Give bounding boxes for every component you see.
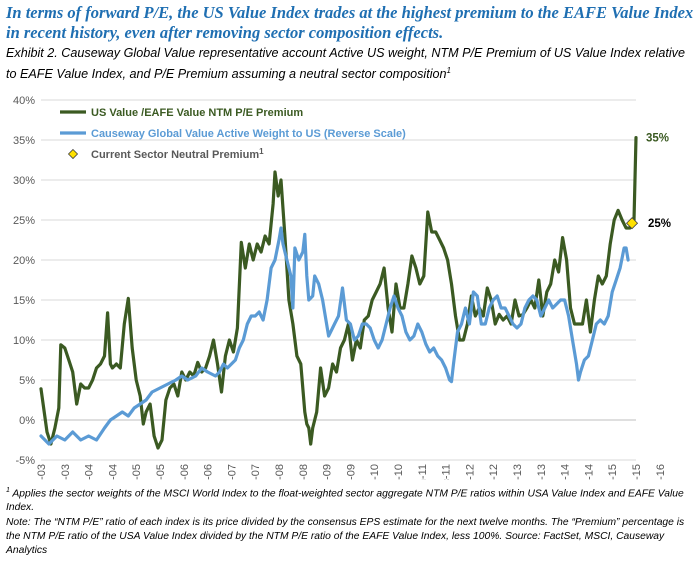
x-tick-label: Dec-12 (488, 464, 500, 480)
x-tick-label: Dec-09 (345, 464, 357, 480)
x-tick-label: Jun-15 (607, 464, 619, 480)
y-tick-label: 0% (19, 415, 35, 427)
x-tick-label: Dec-08 (298, 464, 310, 480)
legend-swatch-neutral-premium (67, 148, 79, 160)
x-tick-label: Dec-05 (155, 464, 167, 480)
x-tick-label: Jun-12 (464, 464, 476, 480)
x-tick-label: Jun-13 (512, 464, 524, 480)
premium-end-label: 35% (646, 133, 669, 145)
legend-superscript: 1 (259, 147, 264, 156)
y-tick-label: 25% (13, 215, 35, 227)
x-tick-label: Dec-04 (107, 464, 119, 480)
neutral-premium-marker (625, 217, 639, 230)
y-tick-label: 30% (13, 175, 35, 187)
x-tick-label: Jun-11 (417, 464, 429, 480)
x-tick-label: Jun-03 (36, 464, 48, 480)
neutral-premium-end-label: 25% (648, 218, 671, 230)
x-tick-label: Jun-10 (369, 464, 381, 480)
footnote-note: Note: The “NTM P/E” ratio of each index … (6, 517, 685, 557)
x-tick-label: Jun-05 (131, 464, 143, 480)
x-tick-label: Jun-06 (179, 464, 191, 480)
chart-end-labels: 35% 25% (646, 133, 671, 231)
footnote-sector-weights: 1 Applies the sector weights of the MSCI… (6, 484, 694, 515)
y-axis-ticks: -5% 0% 5% 10% 15% 20% 25% 30% 35% 40% (13, 95, 35, 467)
x-tick-label: Jun-07 (226, 464, 238, 480)
x-tick-label: Jun-16 (655, 464, 667, 480)
chart-grid (41, 99, 636, 461)
y-tick-label: 20% (13, 255, 35, 267)
y-tick-label: -5% (15, 455, 35, 467)
exhibit-caption: Exhibit 2. Causeway Global Value represe… (6, 45, 694, 83)
legend-label-premium: US Value /EAFE Value NTM P/E Premium (91, 107, 303, 119)
legend-label-active-weight: Causeway Global Value Active Weight to U… (91, 128, 406, 140)
x-tick-label: Jun-09 (322, 464, 334, 480)
headline: In terms of forward P/E, the US Value In… (6, 3, 694, 42)
footnote-sector-weights-text: Applies the sector weights of the MSCI W… (6, 488, 684, 514)
x-tick-label: Dec-15 (631, 464, 643, 480)
premium-series-line (39, 136, 638, 450)
x-axis-ticks: Jun-03 Dec-03 Jun-04 Dec-04 Jun-05 Dec-05 Jun-… (36, 464, 667, 480)
y-tick-label: 15% (13, 295, 35, 307)
x-tick-label: Dec-14 (583, 464, 595, 480)
footnote-marker: 1 (6, 487, 10, 494)
exhibit-caption-superscript: 1 (446, 66, 451, 75)
x-tick-label: Jun-08 (274, 464, 286, 480)
x-tick-label: Dec-10 (393, 464, 405, 480)
x-tick-label: Dec-07 (250, 464, 262, 480)
x-tick-label: Dec-06 (203, 464, 215, 480)
footnotes: 1 Applies the sector weights of the MSCI… (6, 484, 694, 559)
premium-chart: -5% 0% 5% 10% 15% 20% 25% 30% 35% 40% Jun-03 Dec-0… (13, 95, 671, 480)
chart-legend: US Value /EAFE Value NTM P/E Premium Caus… (60, 107, 406, 161)
x-tick-label: Jun-04 (84, 464, 96, 480)
x-tick-label: Dec-13 (536, 464, 548, 480)
legend-label-neutral-premium: Current Sector Neutral Premium1 (91, 147, 264, 161)
y-tick-label: 10% (13, 335, 35, 347)
active-weight-series-line (39, 226, 630, 446)
exhibit-caption-text: Exhibit 2. Causeway Global Value represe… (6, 46, 685, 82)
y-tick-label: 35% (13, 135, 35, 147)
y-tick-label: 5% (19, 375, 35, 387)
x-tick-label: Jun-14 (560, 464, 572, 480)
y-tick-label: 40% (13, 95, 35, 107)
x-tick-label: Dec-11 (441, 464, 453, 480)
chart-series (39, 136, 639, 450)
x-tick-label: Dec-03 (60, 464, 72, 480)
